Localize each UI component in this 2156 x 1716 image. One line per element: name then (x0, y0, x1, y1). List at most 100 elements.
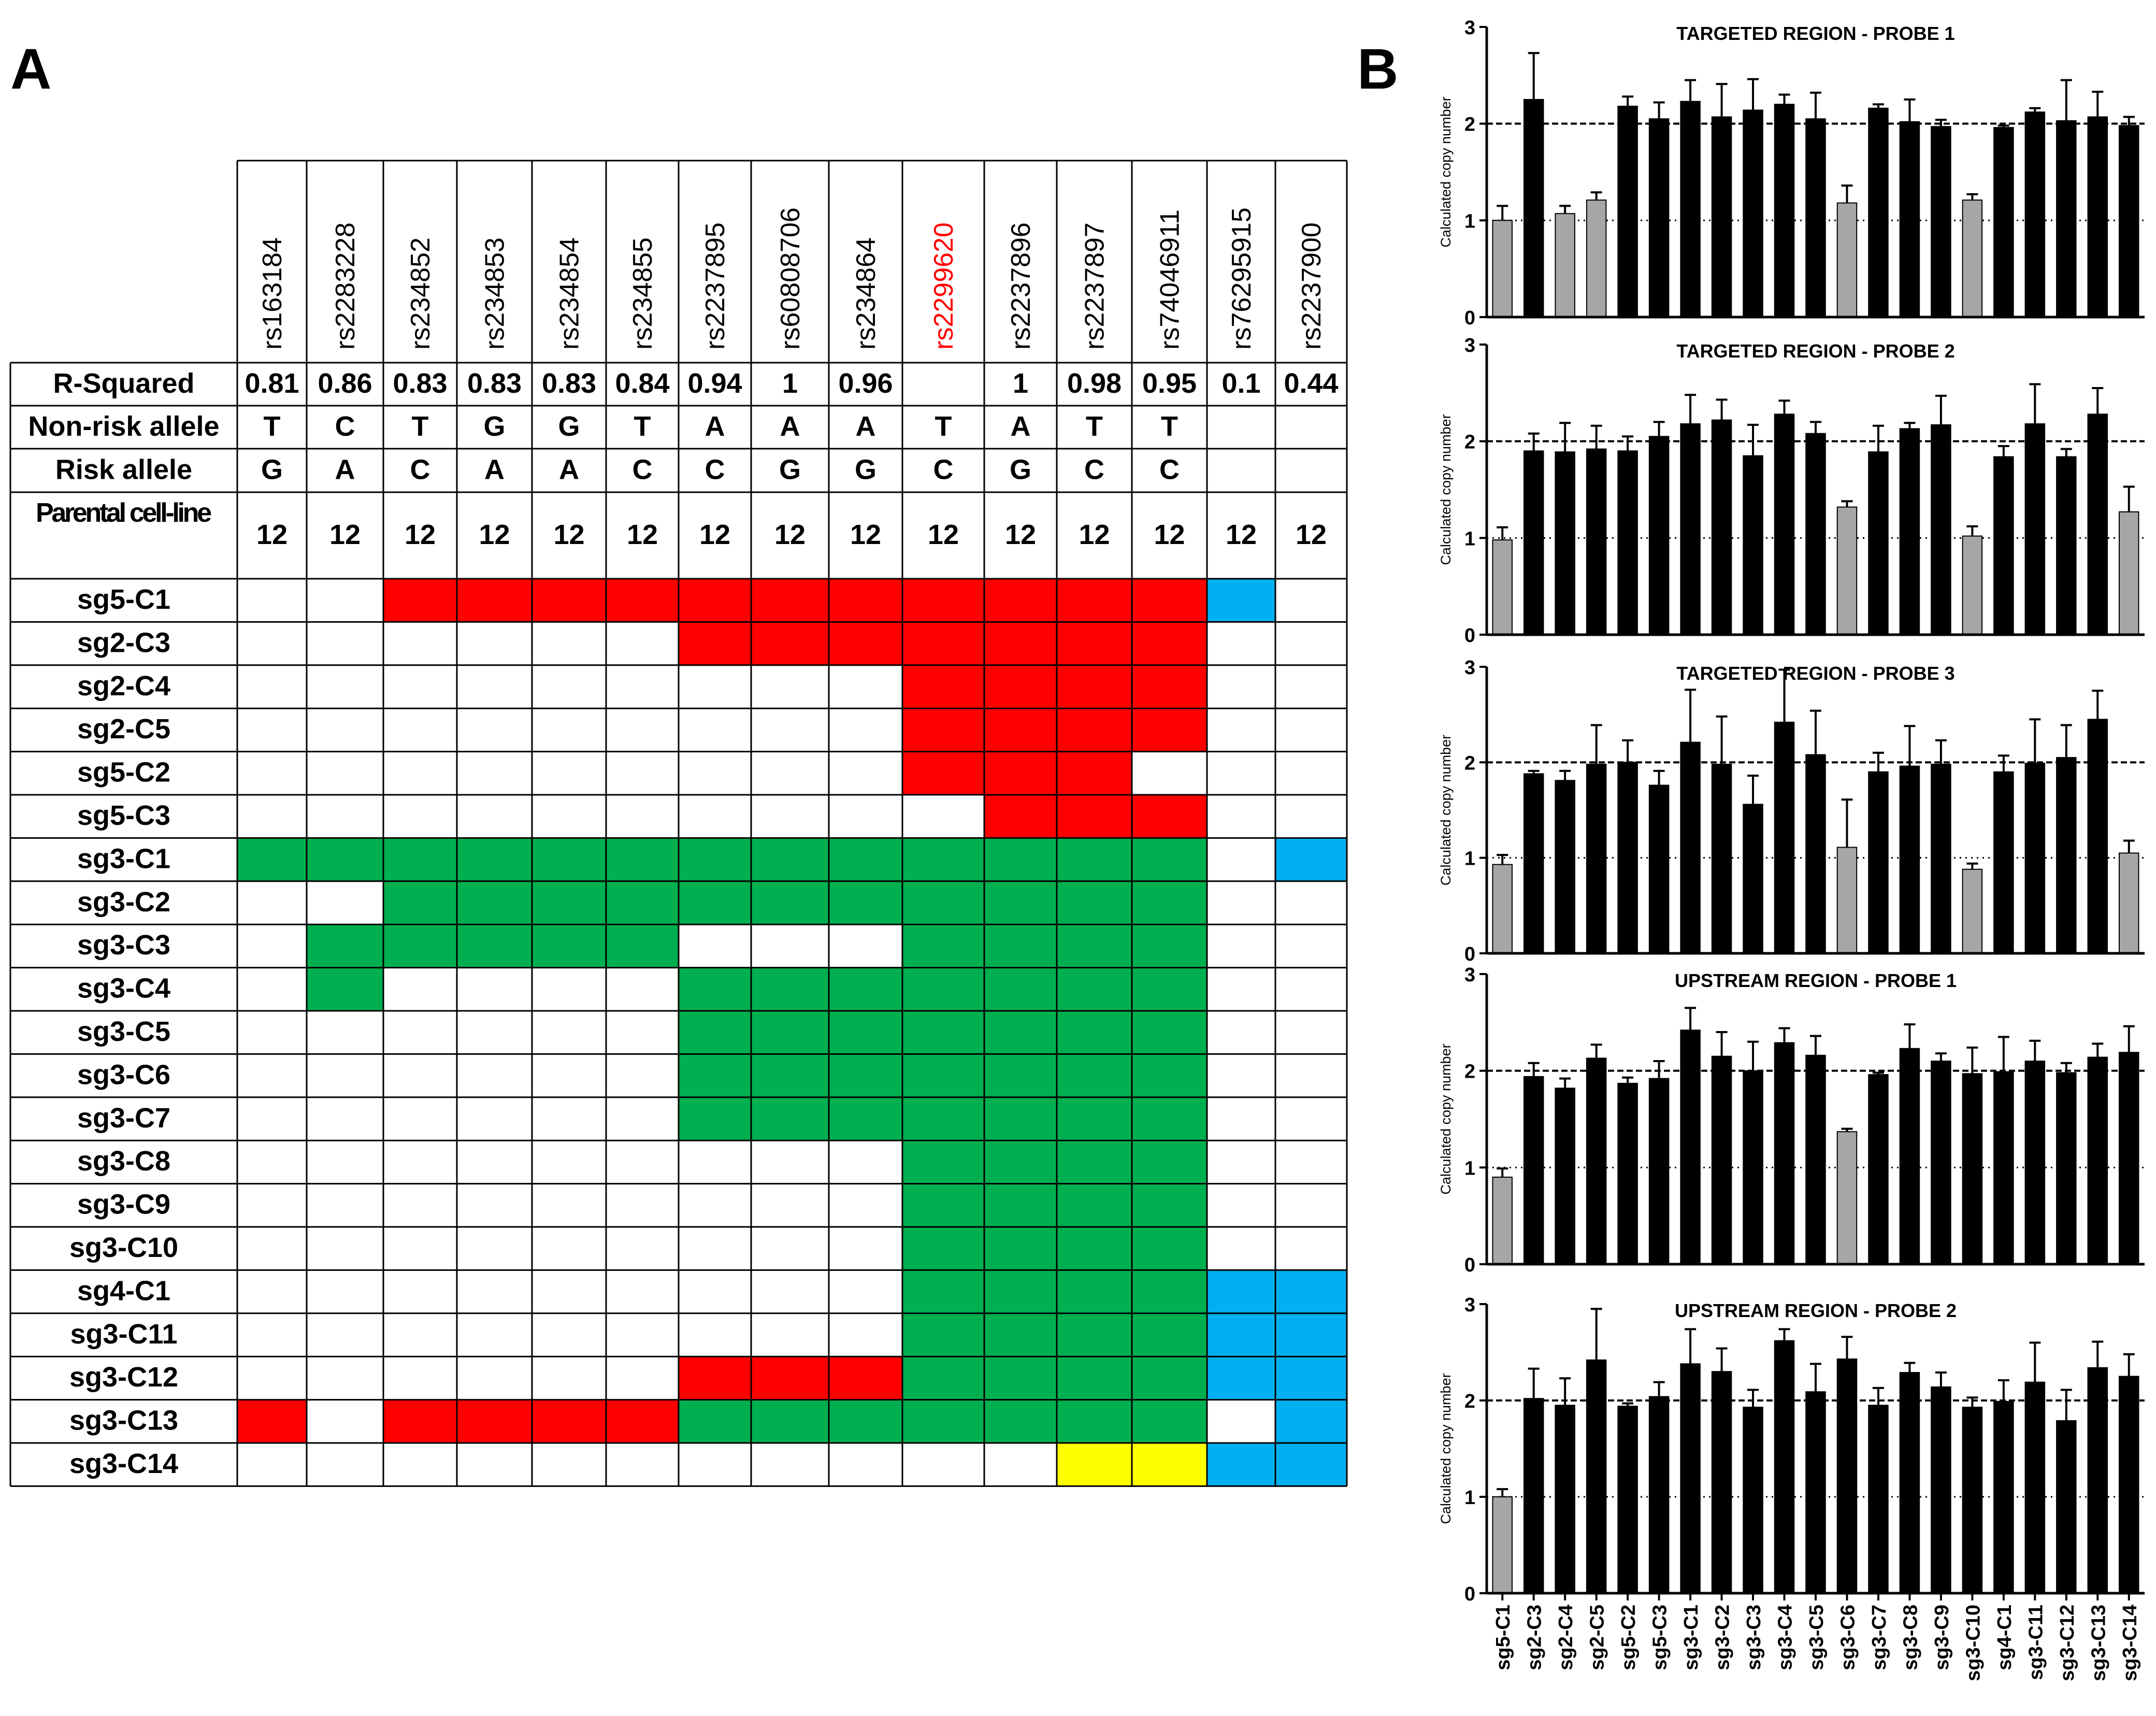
x-tick-label: sg2-C3 (1524, 1605, 1546, 1670)
clone-label: sg2-C3 (77, 627, 170, 658)
bar (1523, 773, 1544, 954)
clone-label: sg3-C4 (77, 973, 170, 1004)
genotype-cell (751, 622, 829, 665)
cell-value: A (780, 411, 800, 442)
clone-label: sg3-C6 (77, 1059, 170, 1090)
genotype-cell (1132, 1011, 1207, 1054)
bar (1774, 104, 1795, 318)
genotype-cell (1057, 924, 1132, 968)
x-tick-label: sg3-C13 (2088, 1605, 2109, 1681)
bar (1868, 1405, 1889, 1594)
bar (1523, 450, 1544, 635)
cell-value: A (1011, 411, 1031, 442)
genotype-cell (984, 924, 1057, 968)
genotype-cell (383, 881, 457, 925)
cell-value: A (705, 411, 725, 442)
bar (1492, 220, 1513, 318)
genotype-cell (829, 1097, 902, 1141)
bar (1555, 451, 1575, 635)
chart-title: TARGETED REGION - PROBE 1 (1676, 23, 1954, 44)
bar (1774, 1340, 1795, 1594)
genotype-cell (984, 1183, 1057, 1227)
cell-value: 12 (1154, 519, 1185, 550)
snp-header: rs74046911 (1155, 209, 1185, 350)
genotype-cell (829, 1399, 902, 1443)
bar (1711, 419, 1732, 635)
cell-value: T (412, 411, 429, 442)
cell-value: 12 (699, 519, 730, 550)
genotype-cell (606, 1399, 679, 1443)
bar (2024, 1061, 2046, 1265)
cell-value: 0.81 (245, 368, 299, 399)
panel-label-a: A (10, 37, 52, 101)
bar (2119, 125, 2139, 318)
genotype-cell (1057, 579, 1132, 622)
genotype-cell (1207, 1356, 1275, 1400)
chart-title: UPSTREAM REGION - PROBE 2 (1675, 1300, 1957, 1321)
table-grid (9, 160, 1348, 1487)
genotype-cell (1275, 838, 1347, 881)
genotype-cell (1132, 1227, 1207, 1270)
genotype-cell (751, 967, 829, 1011)
cell-value: T (1161, 411, 1178, 442)
genotype-cell (902, 1097, 984, 1141)
genotype-cell (1057, 708, 1132, 752)
cell-value: 12 (928, 519, 959, 550)
bar (2056, 757, 2077, 954)
cell-value: 12 (553, 519, 584, 550)
cell-value: 12 (1226, 519, 1257, 550)
y-tick-label: 0 (1464, 943, 1475, 965)
genotype-cell (1275, 1313, 1347, 1357)
genotype-cell (606, 924, 679, 968)
y-tick-label: 0 (1464, 625, 1475, 647)
genotype-cell (902, 967, 984, 1011)
cell-value: 0.84 (615, 368, 669, 399)
clone-label: sg5-C1 (77, 584, 170, 615)
genotype-cell (679, 1011, 751, 1054)
genotype-cell (751, 838, 829, 881)
genotype-cell (679, 1399, 751, 1443)
genotype-cell (984, 1270, 1057, 1313)
y-axis-label: Calculated copy number (1438, 735, 1454, 885)
clone-label: sg2-C4 (77, 670, 170, 702)
bar (1931, 1061, 1951, 1265)
genotype-cell (751, 881, 829, 925)
bar (1492, 1496, 1513, 1594)
cell-value: 1 (782, 368, 798, 399)
x-tick-label: sg3-C4 (1775, 1605, 1796, 1670)
x-tick-label: sg3-C9 (1931, 1605, 1953, 1670)
y-tick-label: 1 (1464, 1157, 1475, 1179)
genotype-cell (1275, 1270, 1347, 1313)
cell-value: 0.83 (467, 368, 522, 399)
bar (1836, 847, 1858, 954)
genotype-cell (383, 1399, 457, 1443)
bar (1805, 1054, 1826, 1265)
cell-value: 12 (1005, 519, 1036, 550)
bar-chart-2: TARGETED REGION - PROBE 2 Calculated copy… (1438, 335, 2145, 647)
genotype-cell (383, 924, 457, 968)
genotype-cell (1057, 751, 1132, 795)
y-axis-label: Calculated copy number (1438, 1373, 1454, 1524)
genotype-cell (902, 579, 984, 622)
bar (1774, 721, 1795, 954)
genotype-cell (606, 579, 679, 622)
genotype-cell (1275, 1443, 1347, 1486)
genotype-cell (984, 622, 1057, 665)
genotype-cell (679, 1097, 751, 1141)
cell-value: 12 (1296, 519, 1327, 550)
clone-label: sg3-C8 (77, 1146, 170, 1177)
bar (1774, 413, 1795, 636)
genotype-cell (751, 1356, 829, 1400)
clone-label: sg3-C13 (69, 1405, 178, 1436)
snp-header: rs234852 (406, 237, 436, 350)
bar (2024, 1381, 2046, 1594)
clone-label: sg3-C9 (77, 1189, 170, 1220)
bar (1617, 1406, 1638, 1594)
genotype-cell (307, 967, 383, 1011)
bar (1555, 780, 1575, 954)
genotype-cell (1132, 579, 1207, 622)
y-tick-label: 2 (1464, 1061, 1475, 1083)
genotype-cell (1057, 795, 1132, 838)
cell-value: 0.86 (318, 368, 372, 399)
bar (1648, 1078, 1670, 1265)
